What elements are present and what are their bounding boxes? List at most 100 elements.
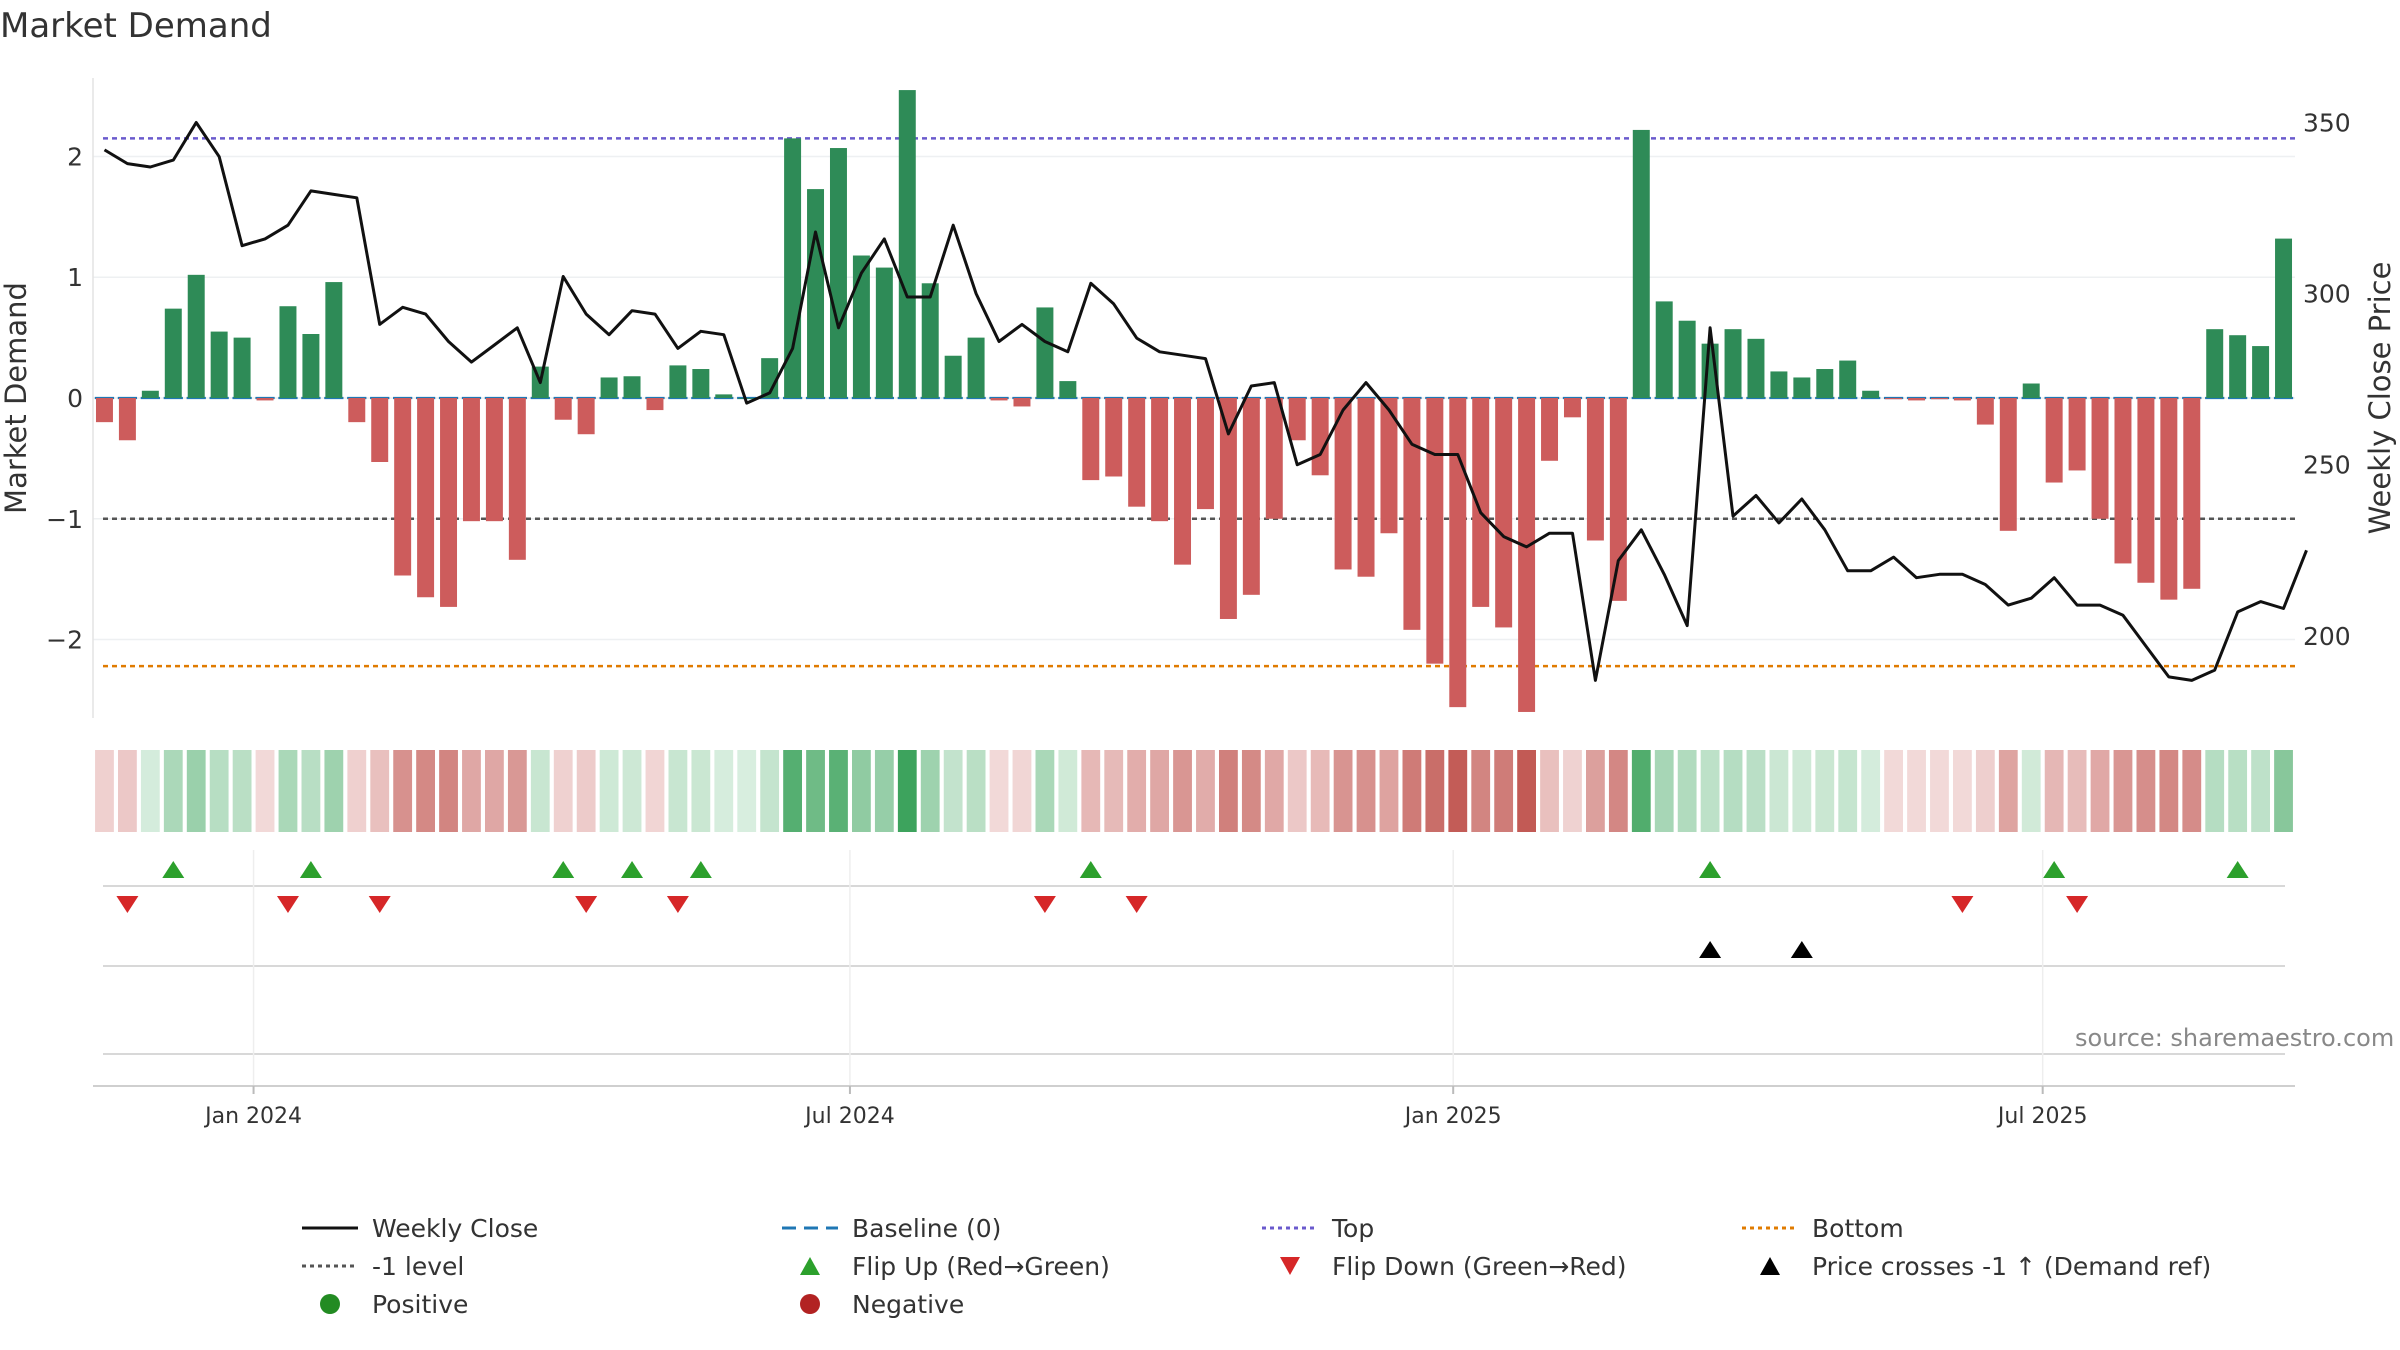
flip-down-marker	[2066, 896, 2089, 913]
demand-bar	[1128, 398, 1146, 507]
heat-cell	[1127, 750, 1147, 832]
legend-item-positive: Positive	[300, 1286, 468, 1322]
heat-cell	[1150, 750, 1169, 832]
demand-heat-strip	[95, 750, 2293, 832]
demand-bar	[1242, 398, 1260, 595]
heat-cell	[553, 750, 573, 832]
y-tick-label: 2	[67, 142, 83, 171]
demand-bar	[1105, 398, 1123, 477]
demand-bar	[118, 398, 136, 441]
heat-cell	[920, 750, 940, 832]
flip-up-marker	[162, 861, 185, 878]
circle-icon	[800, 1294, 820, 1314]
heat-cell	[599, 750, 619, 832]
heat-cell	[1838, 750, 1858, 832]
heat-cell	[2274, 750, 2293, 832]
heat-cell	[324, 750, 344, 832]
heat-cell	[1677, 750, 1697, 832]
heat-cell	[95, 750, 114, 832]
demand-bar	[1380, 398, 1398, 534]
legend-dotted-icon	[302, 1264, 358, 1268]
demand-bar	[921, 283, 939, 398]
flip-down-marker	[666, 896, 689, 913]
demand-bar	[1976, 398, 1994, 425]
y-tick-label: −2	[46, 626, 83, 655]
flip-up-marker	[621, 861, 644, 878]
heat-cell	[118, 750, 137, 832]
heat-cell	[2228, 750, 2248, 832]
y2-tick-label: 250	[2303, 451, 2351, 480]
demand-bar	[2183, 398, 2201, 589]
legend-item-baseline: Baseline (0)	[780, 1210, 1001, 1246]
demand-bar	[325, 282, 343, 398]
heat-cell	[943, 750, 963, 832]
flip-up-marker	[2226, 861, 2249, 878]
demand-bar	[715, 394, 733, 398]
demand-bar	[1196, 398, 1214, 510]
flip-down-marker	[1125, 896, 1148, 913]
heat-cell	[1264, 750, 1284, 832]
demand-bar	[2275, 238, 2293, 398]
legend-dotted-icon	[1742, 1226, 1798, 1230]
heat-cell	[1356, 750, 1376, 832]
heat-cell	[209, 750, 229, 832]
x-tick-label: Jan 2025	[1403, 1104, 1502, 1129]
legend-label: Top	[1332, 1213, 1375, 1243]
legend-label: Negative	[852, 1289, 965, 1319]
heat-cell	[1196, 750, 1215, 832]
demand-bar	[1036, 307, 1054, 398]
demand-bar	[1472, 398, 1490, 607]
heat-cell	[232, 750, 252, 832]
y2-tick-label: 350	[2303, 108, 2351, 137]
legend-item-price-cross: Price crosses -1 ↑ (Demand ref)	[1740, 1248, 2211, 1284]
y2-axis-title: Weekly Close Price	[2363, 262, 2397, 535]
source-note: source: sharemaestro.com	[2075, 1024, 2395, 1052]
heat-cell	[1471, 750, 1491, 832]
demand-bar	[371, 398, 389, 462]
demand-bar	[829, 148, 847, 398]
heat-cell	[2159, 750, 2179, 832]
legend: Weekly Close Baseline (0) Top Bottom -1 …	[300, 1210, 2260, 1330]
heat-cell	[1402, 750, 1422, 832]
heat-cell	[1035, 750, 1055, 832]
x-axis: Jan 2024 Jul 2024 Jan 2025 Jul 2025	[93, 1085, 2295, 1129]
demand-bar	[852, 255, 870, 398]
heat-cell	[1815, 750, 1835, 832]
legend-item-minus-one: -1 level	[300, 1248, 464, 1284]
x-tick-label: Jul 2025	[1996, 1104, 2088, 1129]
price-cross-marker	[1699, 941, 1722, 958]
flip-up-marker	[689, 861, 712, 878]
demand-bar	[990, 398, 1008, 401]
demand-bar	[1174, 398, 1192, 565]
heat-cell	[1540, 750, 1559, 832]
demand-bar	[1999, 398, 2017, 531]
heat-cell	[1310, 750, 1330, 832]
heat-cell	[140, 750, 160, 832]
heat-cell	[1723, 750, 1743, 832]
demand-bar	[1908, 398, 1926, 401]
heat-cell	[1884, 750, 1903, 832]
heat-cell	[576, 750, 596, 832]
weekly-close-line	[103, 121, 2308, 682]
heat-cell	[1563, 750, 1582, 832]
demand-bar	[2022, 383, 2040, 398]
legend-label: -1 level	[372, 1251, 465, 1281]
legend-item-flip-up: Flip Up (Red→Green)	[780, 1248, 1110, 1284]
triangle-up-icon	[800, 1257, 820, 1275]
heat-cell	[852, 750, 871, 832]
heat-cell	[485, 750, 504, 832]
demand-bar	[1219, 398, 1237, 619]
heat-cell	[1448, 750, 1468, 832]
heat-cell	[1608, 750, 1628, 832]
demand-bar	[1518, 398, 1536, 712]
triangle-up-icon	[1760, 1257, 1780, 1275]
demand-bar	[2114, 398, 2132, 564]
heat-cell	[1746, 750, 1766, 832]
demand-bar	[2160, 398, 2178, 600]
heat-cell	[966, 750, 986, 832]
demand-bar	[1632, 129, 1650, 398]
demand-bar	[1793, 377, 1811, 398]
heat-cell	[1012, 750, 1032, 832]
demand-bar	[141, 390, 159, 398]
